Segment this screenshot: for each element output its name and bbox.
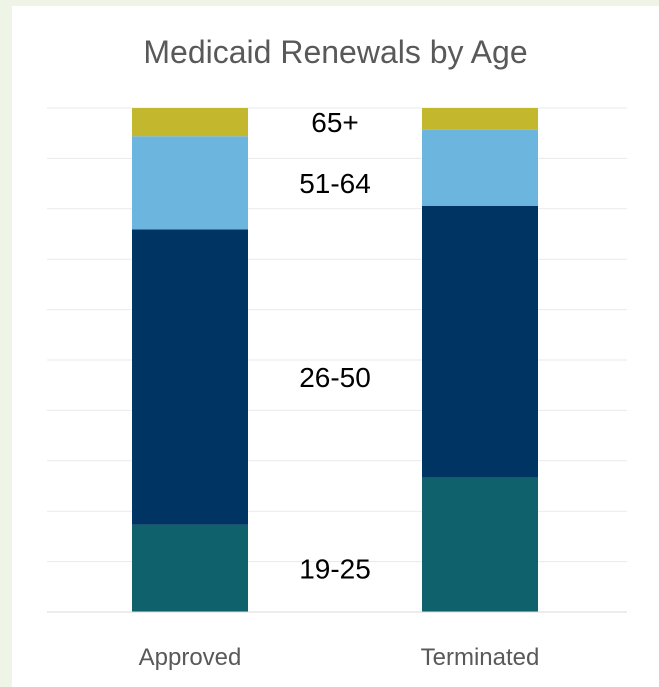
bar-segment-approved-51-64 (132, 136, 248, 230)
x-tick-label: Terminated (421, 644, 540, 671)
x-tick-label: Approved (139, 644, 242, 671)
chart-panel: Medicaid Renewals by Age Approved Termina… (12, 6, 659, 687)
bar-segment-terminated-51-64 (422, 129, 538, 206)
bar-segment-approved-65plus (132, 108, 248, 137)
chart-title: Medicaid Renewals by Age (143, 34, 528, 70)
series-label: 51-64 (299, 168, 371, 199)
bar-segment-terminated-65plus (422, 108, 538, 130)
bar-segment-approved-19-25 (132, 524, 248, 612)
bar-segment-terminated-26-50 (422, 205, 538, 478)
series-label: 65+ (311, 107, 359, 138)
series-label: 26-50 (299, 362, 371, 393)
chart-plot: Approved Terminated 19-25 26-50 51-64 65+ (47, 107, 627, 671)
bar-segment-terminated-19-25 (422, 477, 538, 612)
bar-segment-approved-26-50 (132, 229, 248, 525)
series-label: 19-25 (299, 553, 371, 584)
